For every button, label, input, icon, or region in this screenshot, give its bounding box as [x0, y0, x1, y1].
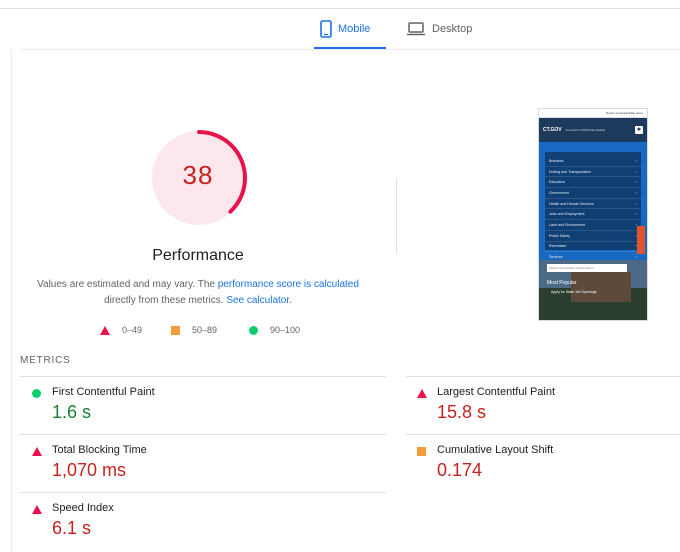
metric-tbt: Total Blocking Time 1,070 ms	[20, 434, 320, 492]
thumb-nav: Business › Driving and Transportation › Educ…	[539, 142, 647, 263]
fail-triangle-icon	[100, 325, 110, 335]
left-panel-border	[11, 50, 12, 552]
average-square-icon	[171, 325, 180, 335]
desc-text-2: directly from these metrics.	[104, 295, 227, 306]
chevron-right-icon: ›	[635, 255, 637, 260]
tab-desktop-label: Desktop	[432, 23, 473, 35]
average-square-icon	[417, 447, 426, 456]
chevron-right-icon: ›	[635, 212, 637, 217]
thumb-nav-list: Business › Driving and Transportation › Educ…	[545, 152, 641, 263]
metric-name: Largest Contentful Paint	[437, 386, 556, 398]
fail-triangle-icon	[32, 447, 42, 456]
thumb-hero: Search Connecticut Government... Most Po…	[539, 260, 647, 320]
thumb-logo: CT.GOV	[543, 127, 562, 133]
performance-title: Performance	[152, 247, 244, 264]
vertical-divider	[396, 178, 397, 254]
metric-divider	[20, 434, 386, 435]
legend-average: 50–89	[171, 324, 217, 336]
metric-fcp: First Contentful Paint 1.6 s	[20, 376, 320, 434]
chevron-right-icon: ›	[635, 158, 637, 163]
thumb-nav-item: Driving and Transportation ›	[545, 167, 641, 178]
chevron-right-icon: ›	[635, 169, 637, 174]
thumb-nav-item: Jobs and Employment ›	[545, 209, 641, 221]
chevron-right-icon: ›	[636, 234, 637, 238]
legend-average-label: 50–89	[192, 325, 218, 335]
metric-divider	[406, 434, 680, 435]
tab-mobile[interactable]: Mobile	[320, 9, 370, 49]
thumb-popular-item: Apply for State Job Openings	[551, 290, 597, 294]
performance-description: Values are estimated and may vary. The p…	[30, 277, 366, 309]
pass-circle-icon	[249, 325, 258, 335]
thumb-feedback-tab	[637, 226, 645, 254]
chevron-right-icon: ›	[635, 201, 637, 206]
thumb-tagline: Connecticut's Official State Website	[565, 128, 606, 132]
thumb-hero-house	[571, 272, 631, 302]
thumb-nav-item: Education ›	[545, 177, 641, 189]
thumb-nav-item: Land and Environment ›	[545, 220, 641, 231]
thumb-nav-item-label: Jobs and Employment	[549, 212, 585, 217]
top-divider	[0, 8, 680, 9]
thumb-gear-icon: ✱	[635, 126, 643, 134]
thumb-nav-item: Health and Human Services ›	[545, 199, 641, 210]
desc-text-3: .	[289, 295, 292, 306]
performance-gauge	[151, 130, 247, 226]
smartphone-icon	[320, 20, 332, 38]
thumb-nav-item-label: Business	[549, 158, 564, 163]
thumb-nav-item-label: Education	[549, 180, 565, 185]
metric-value: 0.174	[437, 460, 483, 480]
thumb-nav-item-label: Land and Environment	[549, 222, 586, 227]
fail-triangle-icon	[32, 505, 42, 514]
thumb-search: Search Connecticut Government...	[547, 264, 627, 272]
thumb-nav-item-label: Services	[549, 255, 563, 260]
metric-lcp: Largest Contentful Paint 15.8 s	[405, 376, 680, 434]
laptop-icon	[406, 22, 426, 36]
page-screenshot-thumbnail[interactable]: Report a website/Map issue CT.GOV Connec…	[538, 108, 648, 321]
legend-fail-label: 0–49	[122, 325, 143, 335]
chevron-right-icon: ›	[635, 190, 637, 195]
performance-score-link[interactable]: performance score is calculated	[217, 279, 359, 290]
metric-value: 1,070 ms	[52, 460, 127, 480]
thumb-nav-item-label: Government	[549, 190, 569, 195]
thumb-nav-item: Recreation ›	[545, 242, 641, 253]
legend-pass-label: 90–100	[270, 325, 301, 335]
see-calculator-link[interactable]: See calculator	[226, 295, 290, 306]
thumb-nav-item: Business ›	[545, 156, 641, 167]
metrics-section-label: METRICS	[20, 355, 71, 366]
metric-value: 1.6 s	[52, 402, 92, 422]
tab-mobile-label: Mobile	[338, 23, 371, 35]
metric-divider	[20, 376, 386, 377]
metric-name: First Contentful Paint	[52, 386, 155, 398]
thumb-nav-item-label: Public Safety	[549, 233, 570, 238]
metric-cls: Cumulative Layout Shift 0.174	[405, 434, 680, 492]
legend-pass: 90–100	[249, 324, 300, 336]
metric-divider	[406, 376, 680, 377]
metric-name: Total Blocking Time	[52, 444, 147, 456]
pass-circle-icon	[32, 389, 41, 398]
tab-desktop[interactable]: Desktop	[406, 9, 472, 49]
legend-fail: 0–49	[100, 324, 142, 336]
thumb-header: CT.GOV Connecticut's Official State Webs…	[539, 118, 647, 142]
performance-score: 38	[182, 160, 214, 190]
thumb-most-popular: Most Popular	[547, 280, 577, 286]
metric-divider	[20, 492, 386, 493]
tabs-divider	[20, 49, 680, 50]
desc-text-1: Values are estimated and may vary. The	[37, 279, 218, 290]
chevron-right-icon: ›	[636, 244, 637, 248]
thumb-nav-item-label: Driving and Transportation	[549, 169, 592, 174]
thumb-nav-item-label: Health and Human Services	[549, 201, 594, 206]
fail-triangle-icon	[417, 389, 427, 398]
metric-name: Speed Index	[52, 502, 114, 514]
metric-value: 15.8 s	[437, 402, 487, 422]
device-tabs: Mobile Desktop	[0, 9, 680, 49]
thumb-topbar: Report a website/Map issue	[539, 109, 647, 118]
chevron-right-icon: ›	[635, 180, 637, 185]
thumb-nav-item: Government ›	[545, 188, 641, 199]
thumb-nav-item-label: Recreation	[549, 244, 567, 249]
metric-value: 6.1 s	[52, 518, 92, 538]
chevron-right-icon: ›	[635, 222, 637, 227]
thumb-nav-item: Public Safety ›	[545, 231, 641, 242]
active-tab-indicator	[314, 47, 386, 49]
metric-name: Cumulative Layout Shift	[437, 444, 554, 456]
metric-si: Speed Index 6.1 s	[20, 492, 320, 550]
